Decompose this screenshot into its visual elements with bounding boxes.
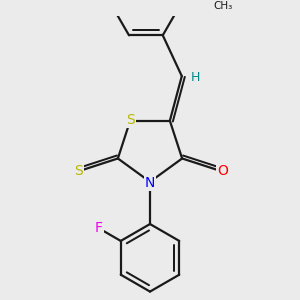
Text: S: S — [74, 164, 82, 178]
Text: N: N — [145, 176, 155, 190]
Text: S: S — [126, 112, 134, 127]
Text: F: F — [95, 221, 103, 235]
Text: CH₃: CH₃ — [213, 1, 233, 11]
Text: O: O — [218, 164, 228, 178]
Text: H: H — [191, 71, 201, 84]
